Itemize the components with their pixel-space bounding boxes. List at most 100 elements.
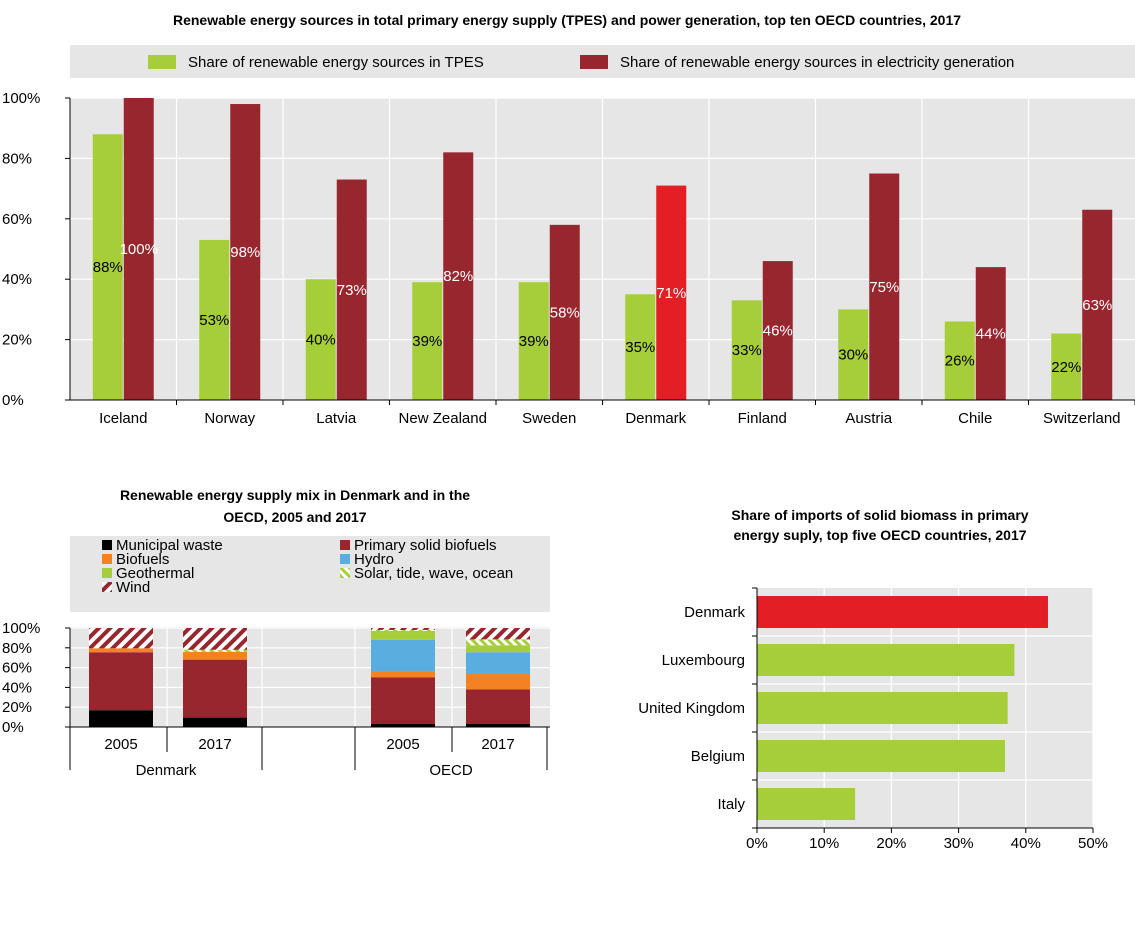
bar-imports-united-kingdom xyxy=(757,692,1008,724)
chart-1-y-tick-label: 60% xyxy=(2,211,32,228)
chart-3-x-tick-label: 20% xyxy=(876,835,906,852)
stack-denmark-2005-wind xyxy=(89,628,153,649)
bar-tpes-finland xyxy=(731,300,762,400)
chart-3-x-tick-label: 50% xyxy=(1078,835,1108,852)
data-label-electricity-finland: 46% xyxy=(763,323,793,340)
y-label-luxembourg: Luxembourg xyxy=(662,652,745,669)
chart-3-title-line-2: energy suply, top five OECD countries, 2… xyxy=(733,527,1026,543)
x-label-year: 2017 xyxy=(198,736,231,753)
legend-swatch-primary-solid-biofuels xyxy=(340,540,350,550)
chart-1-y-tick-label: 80% xyxy=(2,150,32,167)
chart-2-y-tick-label: 40% xyxy=(2,679,32,696)
x-label-finland: Finland xyxy=(738,410,787,427)
x-label-denmark: Denmark xyxy=(625,410,686,427)
data-label-tpes-latvia: 40% xyxy=(306,332,336,349)
chart-1-y-tick-label: 100% xyxy=(2,90,40,107)
legend-label-tpes: Share of renewable energy sources in TPE… xyxy=(188,54,484,71)
chart-1-y-tick-label: 40% xyxy=(2,271,32,288)
stack-oecd-2017-biofuels xyxy=(466,674,530,690)
x-group-label-oecd: OECD xyxy=(429,762,473,779)
data-label-electricity-chile: 44% xyxy=(976,326,1006,343)
chart-2-y-tick-label: 100% xyxy=(2,620,40,637)
stack-oecd-2005-municipal-waste xyxy=(371,724,435,727)
data-label-tpes-austria: 30% xyxy=(838,347,868,364)
x-label-austria: Austria xyxy=(845,410,892,427)
data-label-tpes-norway: 53% xyxy=(199,312,229,329)
bar-tpes-sweden xyxy=(518,282,549,400)
data-label-tpes-finland: 33% xyxy=(732,342,762,359)
data-label-electricity-sweden: 58% xyxy=(550,304,580,321)
chart-1: Renewable energy sources in total primar… xyxy=(2,12,1135,427)
bar-tpes-denmark xyxy=(625,294,656,400)
bar-electricity-finland xyxy=(762,261,793,400)
bar-electricity-latvia xyxy=(336,179,367,400)
stack-oecd-2005-biofuels xyxy=(371,671,435,678)
bar-electricity-austria xyxy=(869,173,900,400)
legend-swatch-biofuels xyxy=(102,554,112,564)
bar-tpes-latvia xyxy=(305,279,336,400)
x-label-switzerland: Switzerland xyxy=(1043,410,1121,427)
bar-tpes-switzerland xyxy=(1051,333,1082,400)
legend-label-wind: Wind xyxy=(116,579,150,596)
data-label-tpes-switzerland: 22% xyxy=(1051,359,1081,376)
chart-2-y-tick-label: 60% xyxy=(2,660,32,677)
data-label-tpes-denmark: 35% xyxy=(625,339,655,356)
y-label-denmark: Denmark xyxy=(684,604,745,621)
data-label-electricity-iceland: 100% xyxy=(120,241,158,258)
data-label-electricity-new-zealand: 82% xyxy=(443,268,473,285)
data-label-electricity-denmark: 71% xyxy=(656,285,686,302)
stack-oecd-2005-wind xyxy=(371,628,435,630)
bar-imports-belgium xyxy=(757,740,1005,772)
legend-label-primary-solid-biofuels: Primary solid biofuels xyxy=(354,537,497,554)
data-label-electricity-latvia: 73% xyxy=(337,282,367,299)
chart-2-y-tick-label: 0% xyxy=(2,719,24,736)
chart-3-x-tick-label: 40% xyxy=(1011,835,1041,852)
stack-oecd-2017-primary-solid-biofuels xyxy=(466,689,530,725)
x-label-new-zealand: New Zealand xyxy=(399,410,487,427)
chart-1-y-tick-label: 0% xyxy=(2,392,24,409)
chart-3-x-tick-label: 0% xyxy=(746,835,768,852)
stack-denmark-2017-primary-solid-biofuels xyxy=(183,659,247,718)
legend-label-biofuels: Biofuels xyxy=(116,551,169,568)
bar-electricity-switzerland xyxy=(1082,209,1113,400)
bar-tpes-iceland xyxy=(92,134,123,401)
stack-denmark-2005-biofuels xyxy=(89,648,153,653)
legend-swatch-geothermal xyxy=(102,568,112,578)
chart-3-x-tick-label: 30% xyxy=(944,835,974,852)
x-label-iceland: Iceland xyxy=(99,410,147,427)
stack-denmark-2017-wind xyxy=(183,628,247,650)
chart-2: Renewable energy supply mix in Denmark a… xyxy=(2,487,550,779)
data-label-electricity-switzerland: 63% xyxy=(1082,297,1112,314)
stack-oecd-2017-wind xyxy=(466,628,530,640)
data-label-tpes-chile: 26% xyxy=(945,353,975,370)
x-label-year: 2017 xyxy=(481,736,514,753)
stack-oecd-2005-primary-solid-biofuels xyxy=(371,677,435,725)
legend-swatch-hydro xyxy=(340,554,350,564)
bar-electricity-chile xyxy=(975,267,1006,400)
stack-oecd-2017-municipal-waste xyxy=(466,724,530,727)
chart-1-y-tick-label: 20% xyxy=(2,332,32,349)
stack-denmark-2005-primary-solid-biofuels xyxy=(89,652,153,711)
y-label-belgium: Belgium xyxy=(691,748,745,765)
chart-2-y-tick-label: 80% xyxy=(2,640,32,657)
bar-tpes-new-zealand xyxy=(412,282,443,400)
x-label-sweden: Sweden xyxy=(522,410,576,427)
chart-2-y-tick-label: 20% xyxy=(2,699,32,716)
chart-3-x-tick-label: 10% xyxy=(809,835,839,852)
data-label-electricity-austria: 75% xyxy=(869,279,899,296)
bar-imports-luxembourg xyxy=(757,644,1015,676)
bar-tpes-norway xyxy=(199,239,230,400)
bar-electricity-new-zealand xyxy=(443,152,474,400)
stack-oecd-2017-geothermal xyxy=(466,645,530,653)
legend-label-solar-tide-wave-ocean: Solar, tide, wave, ocean xyxy=(354,565,513,582)
y-label-united-kingdom: United Kingdom xyxy=(638,700,745,717)
chart-3: Share of imports of solid biomass in pri… xyxy=(638,507,1108,852)
chart-3-title-line-1: Share of imports of solid biomass in pri… xyxy=(731,507,1028,523)
data-label-electricity-norway: 98% xyxy=(230,244,260,261)
stack-oecd-2005-hydro xyxy=(371,639,435,672)
bar-imports-denmark xyxy=(757,596,1048,628)
stack-denmark-2005-municipal-waste xyxy=(89,710,153,727)
x-label-latvia: Latvia xyxy=(316,410,357,427)
y-label-italy: Italy xyxy=(717,796,745,813)
data-label-tpes-new-zealand: 39% xyxy=(412,333,442,350)
